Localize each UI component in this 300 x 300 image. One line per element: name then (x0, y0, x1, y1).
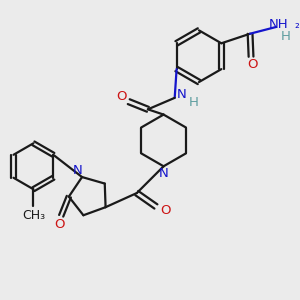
Text: O: O (248, 58, 258, 71)
Text: O: O (160, 204, 171, 217)
Text: N: N (159, 167, 168, 180)
Text: CH₃: CH₃ (22, 208, 45, 222)
Text: NH: NH (269, 18, 289, 31)
Text: H: H (189, 96, 199, 109)
Text: O: O (54, 218, 64, 231)
Text: ₂: ₂ (295, 18, 299, 31)
Text: N: N (176, 88, 186, 101)
Text: O: O (116, 90, 126, 104)
Text: N: N (72, 164, 82, 177)
Text: H: H (280, 30, 290, 43)
